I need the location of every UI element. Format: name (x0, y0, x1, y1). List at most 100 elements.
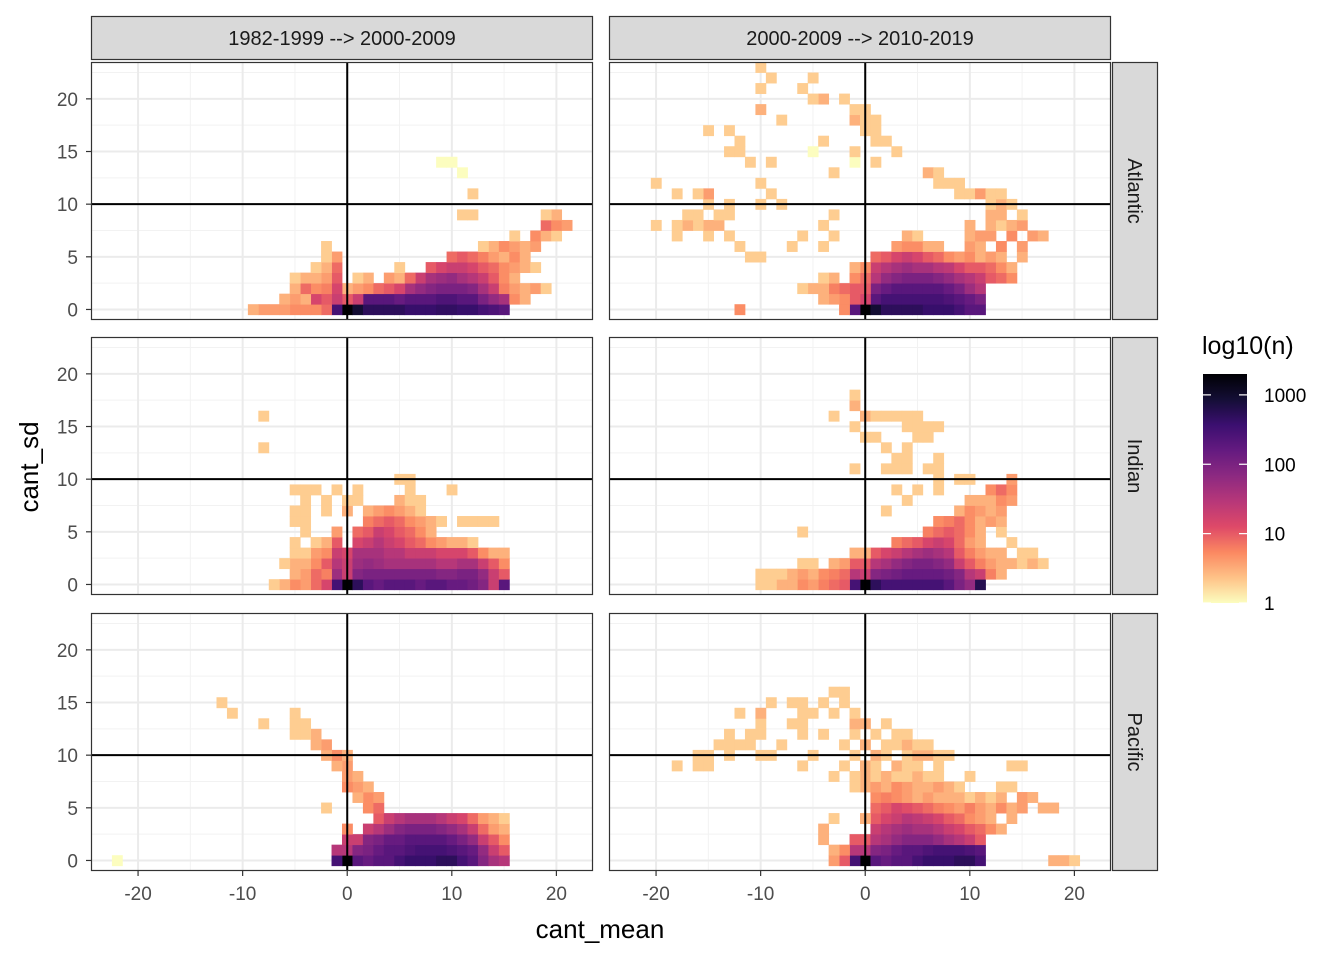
heatmap-tile (394, 537, 406, 549)
heatmap-tile (373, 823, 385, 835)
heatmap-tile (289, 283, 301, 295)
heatmap-tile (964, 558, 976, 570)
heatmap-tile (457, 844, 468, 856)
heatmap-tile (457, 834, 468, 846)
y-tick-label: 5 (67, 523, 78, 544)
heatmap-tile (891, 834, 903, 846)
heatmap-tile (394, 304, 406, 316)
heatmap-tile (457, 283, 468, 295)
y-tick-label: 20 (57, 90, 78, 111)
heatmap-tile (488, 241, 500, 252)
heatmap-tile (498, 272, 510, 284)
heatmap-tile (488, 304, 500, 316)
heatmap-tile (975, 813, 986, 825)
heatmap-tile (797, 707, 809, 719)
heatmap-tile (289, 547, 301, 559)
heatmap-tile (488, 262, 500, 274)
heatmap-tile (985, 251, 997, 263)
heatmap-tile (880, 442, 892, 454)
heatmap-tile (457, 813, 468, 825)
heatmap-tile (383, 568, 395, 580)
strip-background (608, 15, 1112, 61)
heatmap-tile (509, 241, 521, 252)
heatmap-tile (975, 537, 986, 549)
heatmap-tile (373, 579, 385, 591)
heatmap-tile (352, 272, 364, 284)
heatmap-tile (394, 844, 406, 856)
heatmap-tile (786, 697, 798, 709)
heatmap-tile (943, 568, 955, 580)
heatmap-tile (933, 537, 945, 549)
heatmap-tile (477, 579, 489, 591)
heatmap-tile (530, 262, 542, 274)
heatmap-tile (362, 304, 374, 316)
heatmap-tile (912, 241, 924, 252)
heatmap-tile (1006, 484, 1018, 496)
heatmap-tile (912, 547, 924, 559)
x-axis-title: cant_mean (536, 914, 665, 944)
heatmap-tile (300, 547, 312, 559)
heatmap-tile (755, 728, 767, 740)
heatmap-tile (331, 558, 343, 570)
heatmap-tile (828, 283, 840, 295)
heatmap-tile (839, 93, 850, 105)
heatmap-tile (467, 209, 479, 221)
heatmap-tile (943, 802, 955, 814)
heatmap-tile (839, 697, 850, 709)
heatmap-tile (383, 283, 395, 295)
heatmap-tile (901, 262, 913, 274)
heatmap-tile (985, 230, 997, 242)
heatmap-tile (964, 272, 976, 284)
heatmap-tile (912, 844, 924, 856)
heatmap-tile (891, 558, 903, 570)
heatmap-tile (436, 293, 447, 305)
heatmap-tile (870, 770, 882, 782)
heatmap-tile (321, 802, 332, 814)
heatmap-tile (933, 760, 945, 772)
heatmap-tile (467, 262, 479, 274)
heatmap-tile (807, 93, 819, 105)
heatmap-tile (880, 718, 892, 730)
heatmap-tile (797, 558, 809, 570)
heatmap-tile (975, 272, 986, 284)
heatmap-tile (477, 262, 489, 274)
heatmap-tile (880, 251, 892, 263)
heatmap-tile (933, 241, 945, 252)
heatmap-tile (216, 697, 228, 709)
heatmap-tile (467, 537, 479, 549)
heatmap-tile (954, 283, 965, 295)
heatmap-tile (964, 855, 976, 867)
heatmap-tile (954, 188, 965, 200)
heatmap-tile (289, 516, 301, 527)
heatmap-tile (300, 494, 312, 506)
heatmap-tile (912, 781, 924, 793)
heatmap-tile (901, 770, 913, 782)
heatmap-tile (755, 177, 767, 189)
heatmap-tile (901, 410, 913, 422)
heatmap-tile (870, 283, 882, 295)
heatmap-tile (467, 516, 479, 527)
heatmap-tile (509, 230, 521, 242)
x-tick-label: -20 (124, 884, 151, 905)
heatmap-tile (901, 568, 913, 580)
heatmap-tile (1006, 494, 1018, 506)
heatmap-tile (880, 802, 892, 814)
heatmap-tile (922, 526, 934, 538)
heatmap-tile (331, 283, 343, 295)
heatmap-tile (446, 568, 458, 580)
heatmap-tile (724, 230, 735, 242)
heatmap-tile (373, 792, 385, 803)
heatmap-tile (362, 792, 374, 803)
heatmap-tile (891, 537, 903, 549)
heatmap-tile (891, 568, 903, 580)
panel-atlantic-1 (90, 61, 594, 321)
y-axis-row-1: 0 5 10 15 20 (57, 90, 91, 321)
heatmap-tile (310, 484, 322, 496)
heatmap-tile (880, 844, 892, 856)
heatmap-tile (880, 293, 892, 305)
heatmap-tile (540, 219, 552, 231)
heatmap-tile (415, 505, 427, 517)
heatmap-tile (467, 834, 479, 846)
heatmap-tile (985, 494, 997, 506)
panel-plot-area (609, 613, 1111, 871)
